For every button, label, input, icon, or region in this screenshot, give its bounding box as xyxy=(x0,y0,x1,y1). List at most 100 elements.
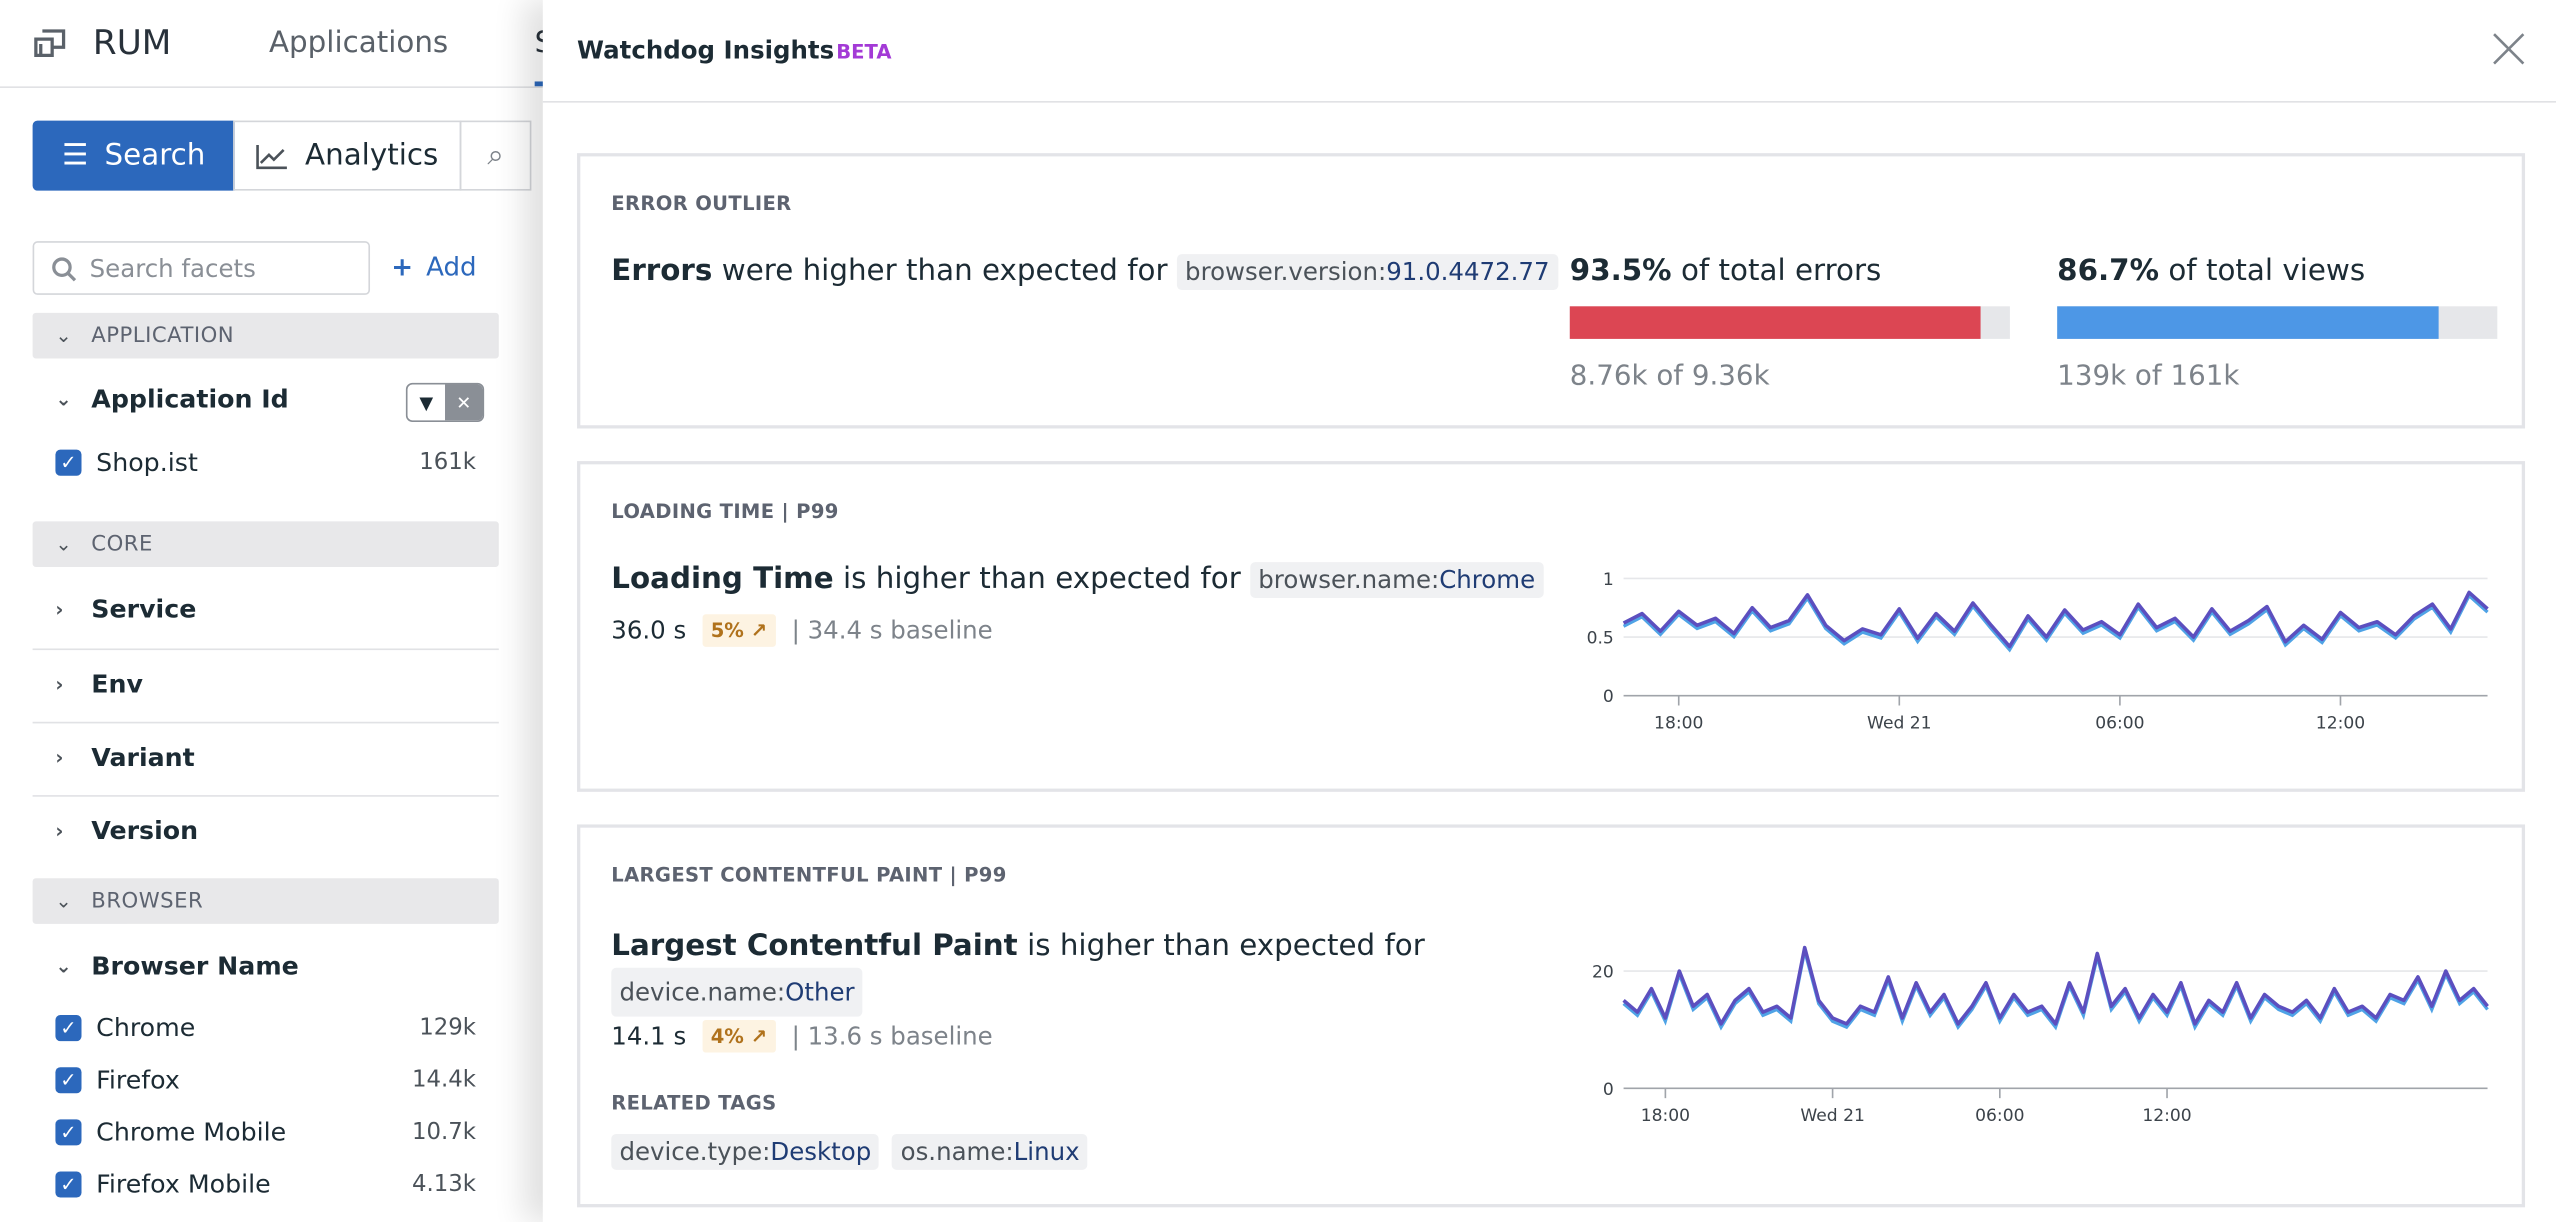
x-tick-label: Wed 21 xyxy=(1867,713,1932,733)
facet-label: Env xyxy=(91,669,144,699)
facet-variant[interactable]: › Variant xyxy=(33,743,499,772)
facet-value-firefox-mobile[interactable]: ✓ Firefox Mobile 4.13k xyxy=(55,1170,476,1199)
close-icon[interactable] xyxy=(2489,29,2528,68)
checkbox-checked-icon[interactable]: ✓ xyxy=(55,449,82,476)
checkbox-checked-icon[interactable]: ✓ xyxy=(55,1119,82,1146)
facet-value-label: Firefox xyxy=(96,1065,180,1095)
query-search-button[interactable]: ⌕ xyxy=(459,120,532,191)
section-label: BROWSER xyxy=(91,888,204,914)
errors-bar-fill xyxy=(1569,306,1982,339)
insight-card-lcp[interactable]: LARGEST CONTENTFUL PAINT | P99 Largest C… xyxy=(577,824,2526,1208)
baseline-series-line xyxy=(1622,950,2489,1031)
section-application[interactable]: ⌄ APPLICATION xyxy=(32,312,499,359)
facet-application-id[interactable]: ⌄ Application Id xyxy=(33,385,499,414)
y-tick-label: 20 xyxy=(1592,963,1614,983)
insight-card-error-outlier[interactable]: ERROR OUTLIER Errors were higher than ex… xyxy=(577,153,2526,429)
facet-label: Browser Name xyxy=(91,951,299,981)
views-text: of total views xyxy=(2168,254,2366,289)
x-tick-label: 18:00 xyxy=(1654,713,1703,733)
facet-value-chrome-mobile[interactable]: ✓ Chrome Mobile 10.7k xyxy=(55,1118,476,1147)
y-tick-label: 0 xyxy=(1603,687,1614,707)
errors-pct: 93.5% xyxy=(1569,254,1672,289)
search-facets-placeholder: Search facets xyxy=(89,253,256,283)
facet-value-count: 129k xyxy=(419,1015,476,1042)
filter-icon[interactable]: ▼ xyxy=(419,391,434,414)
tag-key: device.name: xyxy=(619,977,786,1007)
summary-text: were higher than expected for xyxy=(721,254,1168,289)
rum-logo-icon xyxy=(31,24,67,60)
facet-value-label: Firefox Mobile xyxy=(96,1169,271,1200)
metric-name: Loading Time xyxy=(611,562,834,597)
chevron-right-icon: › xyxy=(55,597,64,621)
tag-value: Linux xyxy=(1013,1137,1080,1167)
plus-icon: + xyxy=(391,250,414,282)
facet-label: Variant xyxy=(91,742,195,773)
card-label: ERROR OUTLIER xyxy=(611,192,792,216)
facet-value-count: 14.4k xyxy=(411,1067,476,1094)
series-line xyxy=(1622,590,2489,649)
change-badge: 5% ↗ xyxy=(702,614,776,647)
insight-card-loading-time[interactable]: LOADING TIME | P99 Loading Time is highe… xyxy=(577,461,2526,792)
views-bar-fill xyxy=(2057,306,2439,339)
card-label: LARGEST CONTENTFUL PAINT | P99 xyxy=(611,863,1007,887)
search-facets-input[interactable]: Search facets xyxy=(32,241,371,295)
tag-device-name[interactable]: device.name:Other xyxy=(611,967,863,1017)
checkbox-checked-icon[interactable]: ✓ xyxy=(55,1067,82,1094)
facet-version[interactable]: › Version xyxy=(33,816,499,845)
facet-browser-name[interactable]: ⌄ Browser Name xyxy=(33,952,499,981)
summary-text: is higher than expected for xyxy=(1027,928,1425,963)
checkbox-checked-icon[interactable]: ✓ xyxy=(55,1171,82,1198)
tag-key: device.type: xyxy=(619,1137,771,1167)
metric-name: Errors xyxy=(611,254,713,289)
search-view-button[interactable]: ☰ Search xyxy=(32,120,235,191)
tag-browser-name[interactable]: browser.name:Chrome xyxy=(1250,562,1544,598)
tag-value: Desktop xyxy=(770,1137,872,1167)
facet-value-count: 10.7k xyxy=(411,1119,476,1146)
chevron-down-icon: ⌄ xyxy=(55,387,72,411)
card-summary: Loading Time is higher than expected for… xyxy=(611,562,1544,598)
chevron-right-icon: › xyxy=(55,746,64,770)
divider xyxy=(32,721,499,724)
card-label: LOADING TIME | P99 xyxy=(611,500,839,524)
section-label: CORE xyxy=(91,531,153,557)
facet-value-shop-ist[interactable]: ✓ Shop.ist 161k xyxy=(55,448,476,477)
nav-applications[interactable]: Applications xyxy=(268,26,449,61)
clear-filter-icon[interactable]: ✕ xyxy=(445,384,483,421)
tag-value: Other xyxy=(785,977,855,1007)
tag-os-name[interactable]: os.name:Linux xyxy=(892,1133,1088,1170)
analytics-view-button[interactable]: Analytics xyxy=(233,120,462,191)
baseline-series-line xyxy=(1622,593,2489,653)
errors-text: of total errors xyxy=(1680,254,1882,289)
tag-device-type[interactable]: device.type:Desktop xyxy=(611,1133,880,1170)
related-tags: device.type:Desktop os.name:Linux xyxy=(611,1133,1088,1170)
views-share: 86.7% of total views xyxy=(2057,254,2365,288)
section-core[interactable]: ⌄ CORE xyxy=(32,521,499,567)
tag-browser-version[interactable]: browser.version:91.0.4472.77 xyxy=(1176,254,1558,291)
facet-value-firefox[interactable]: ✓ Firefox 14.4k xyxy=(55,1066,476,1095)
summary-text: is higher than expected for xyxy=(843,562,1241,597)
section-label: APPLICATION xyxy=(91,323,235,348)
add-facet-label: Add xyxy=(426,250,477,282)
checkbox-checked-icon[interactable]: ✓ xyxy=(55,1015,82,1042)
x-tick-label: 12:00 xyxy=(2142,1106,2191,1121)
chevron-right-icon: › xyxy=(55,672,64,696)
tag-key: browser.version: xyxy=(1185,257,1387,287)
facet-value-chrome[interactable]: ✓ Chrome 129k xyxy=(55,1013,476,1043)
panel-header-divider xyxy=(542,101,2556,103)
tag-value: Chrome xyxy=(1439,565,1536,595)
add-facet-button[interactable]: + Add xyxy=(391,251,476,282)
section-browser[interactable]: ⌄ BROWSER xyxy=(32,878,499,924)
y-tick-label: 0.5 xyxy=(1587,629,1614,649)
facet-service[interactable]: › Service xyxy=(33,595,499,624)
chevron-down-icon: ⌄ xyxy=(55,889,73,913)
header-divider xyxy=(0,86,543,88)
divider xyxy=(32,795,499,797)
metric-value: 14.1 s xyxy=(611,1021,687,1051)
facet-env[interactable]: › Env xyxy=(33,670,499,699)
panel-title: Watchdog Insights xyxy=(577,35,835,66)
facet-value-label: Shop.ist xyxy=(96,448,198,478)
related-tags-label: RELATED TAGS xyxy=(611,1091,777,1115)
tag-key: browser.name: xyxy=(1258,565,1440,595)
search-view-label: Search xyxy=(104,138,206,173)
y-tick-label: 1 xyxy=(1603,570,1614,590)
